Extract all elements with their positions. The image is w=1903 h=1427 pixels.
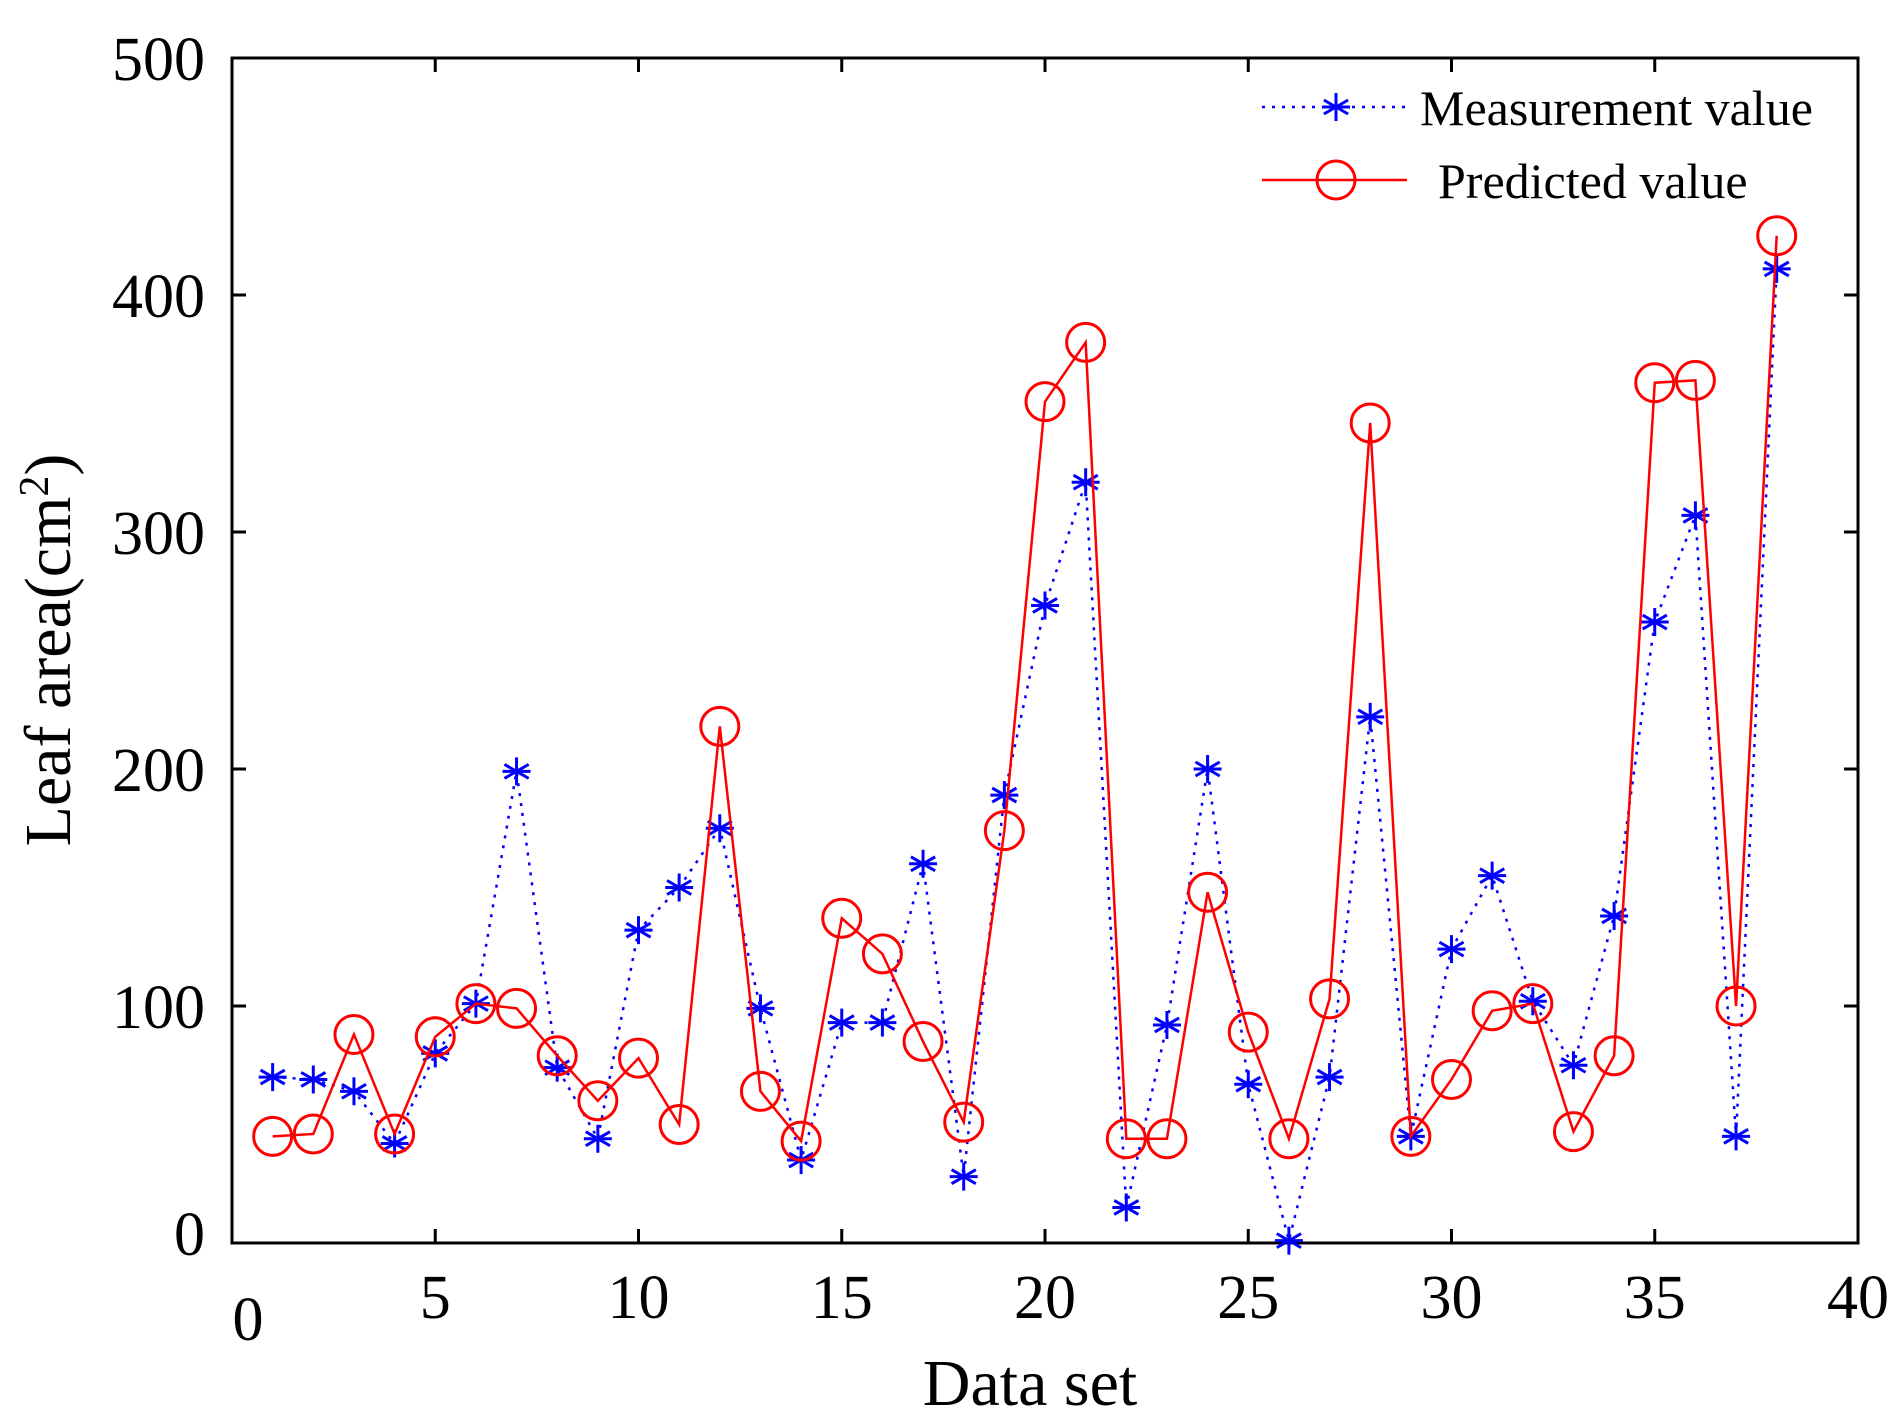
x-tick-label: 20 (1014, 1264, 1076, 1332)
x-tick-label: 10 (608, 1264, 670, 1332)
predicted-point (943, 1101, 985, 1143)
measurement-point (1315, 1063, 1344, 1092)
predicted-point (1065, 321, 1107, 363)
predicted-point (1512, 983, 1554, 1025)
predicted-point (1756, 215, 1798, 257)
series-measurement (258, 254, 1791, 1255)
predicted-point (374, 1113, 416, 1155)
plot-area (230, 56, 1860, 1245)
measurement-point (949, 1162, 978, 1191)
predicted-point (455, 983, 497, 1025)
legend-asterisk (1322, 93, 1350, 121)
measurement-point (258, 1063, 287, 1092)
measurement-point (1559, 1051, 1588, 1080)
y-tick-label: 0 (174, 1201, 205, 1269)
measurement-point (990, 781, 1019, 810)
x-tick-label: 5 (420, 1264, 451, 1332)
measurement-point (1722, 1122, 1751, 1151)
predicted-point (1390, 1115, 1432, 1157)
measurement-point (665, 873, 694, 902)
y-tick-labels: 0 100 200 300 400 500 (112, 26, 205, 1269)
predicted-point (536, 1035, 578, 1077)
measurement-point (1031, 591, 1059, 620)
predicted-point (1593, 1035, 1635, 1077)
measurement-point (624, 916, 653, 945)
series-line (272, 235, 1778, 1144)
predicted-point (861, 933, 903, 975)
legend-marker-measurement (1322, 93, 1350, 121)
measurement-point (1112, 1193, 1141, 1222)
measurement-point (827, 1008, 856, 1037)
measurement-point (1234, 1070, 1263, 1099)
measurement-point (1193, 755, 1222, 783)
y-tick-label: 200 (112, 737, 205, 805)
x-tick-label: 30 (1421, 1264, 1483, 1332)
predicted-point (902, 1021, 944, 1063)
predicted-point (699, 705, 741, 747)
predicted-point (1309, 978, 1351, 1020)
predicted-point (1634, 362, 1676, 404)
predicted-point (1268, 1118, 1310, 1160)
y-tick-label: 400 (112, 263, 205, 331)
series-predicted (252, 215, 1798, 1162)
predicted-point (1552, 1111, 1594, 1153)
series-layer (252, 215, 1798, 1255)
axis-ticks (230, 56, 1860, 1245)
predicted-point (1146, 1118, 1188, 1160)
x-axis-title: Data set (923, 1347, 1137, 1420)
predicted-point (1227, 1011, 1269, 1053)
x-tick-label: 0 (233, 1286, 264, 1354)
predicted-point (1024, 381, 1066, 423)
predicted-point (577, 1080, 619, 1122)
predicted-point (252, 1115, 294, 1157)
x-tick-label: 25 (1217, 1264, 1279, 1332)
predicted-point (414, 1016, 456, 1058)
predicted-point (821, 897, 863, 939)
y-tick-label: 300 (112, 500, 205, 568)
predicted-point (739, 1070, 781, 1112)
predicted-point (780, 1120, 822, 1162)
predicted-point (1187, 871, 1229, 913)
y-tick-label: 500 (112, 26, 205, 94)
x-tick-label: 40 (1827, 1264, 1889, 1332)
y-tick-label: 100 (112, 974, 205, 1042)
predicted-point (333, 1013, 375, 1055)
measurement-point (1762, 254, 1791, 283)
predicted-point (496, 987, 538, 1029)
legend-marker-predicted (1315, 159, 1357, 201)
measurement-point (502, 757, 531, 786)
predicted-point (1431, 1058, 1472, 1100)
measurement-point (1274, 1226, 1303, 1255)
predicted-point (1349, 402, 1391, 444)
predicted-point (292, 1113, 334, 1155)
predicted-point (1674, 359, 1716, 401)
predicted-point (1715, 985, 1757, 1027)
measurement-point (1437, 935, 1466, 964)
measurement-point (1152, 1010, 1181, 1039)
measurement-point (299, 1065, 328, 1094)
measurement-point (583, 1124, 612, 1153)
measurement-point (1640, 608, 1669, 637)
x-tick-labels: 0 5 10 15 20 25 30 35 40 (233, 1264, 1890, 1354)
x-tick-label: 15 (811, 1264, 873, 1332)
measurement-point (909, 849, 938, 878)
measurement-point (1356, 702, 1385, 731)
measurement-point (1478, 861, 1507, 890)
predicted-point (983, 810, 1025, 852)
measurement-point (868, 1008, 897, 1037)
legend-label-measurement: Measurement value (1420, 80, 1813, 136)
predicted-point (618, 1037, 659, 1079)
legend: Measurement value Predicted value (1262, 80, 1813, 209)
predicted-point (658, 1104, 700, 1145)
y-axis-title: Leaf area(cm2) (12, 454, 85, 847)
predicted-point (1471, 990, 1513, 1032)
predicted-point (1105, 1118, 1147, 1160)
legend-label-predicted: Predicted value (1438, 153, 1748, 209)
measurement-point (339, 1077, 368, 1106)
x-tick-label: 35 (1624, 1264, 1686, 1332)
